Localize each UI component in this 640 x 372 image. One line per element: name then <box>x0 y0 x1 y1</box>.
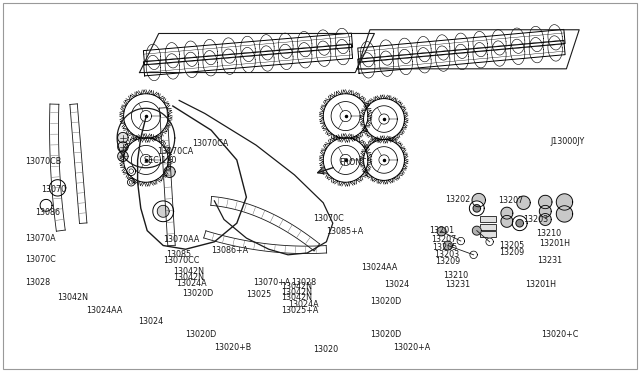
Text: 13020D: 13020D <box>370 330 401 339</box>
Polygon shape <box>501 215 513 227</box>
Text: 13209: 13209 <box>499 248 524 257</box>
Bar <box>479 217 495 222</box>
Polygon shape <box>556 194 573 210</box>
Polygon shape <box>444 241 452 250</box>
Text: 13210: 13210 <box>444 271 468 280</box>
Text: 13020+C: 13020+C <box>541 330 578 339</box>
Polygon shape <box>129 180 133 184</box>
Text: 13070CB: 13070CB <box>26 157 62 166</box>
Text: 13020D: 13020D <box>182 289 214 298</box>
Polygon shape <box>540 214 551 225</box>
Text: 13070CA: 13070CA <box>157 147 193 156</box>
Text: 13070AA: 13070AA <box>163 235 200 244</box>
Text: 13024A: 13024A <box>288 300 319 309</box>
Polygon shape <box>157 205 169 217</box>
Text: 13202: 13202 <box>445 195 470 204</box>
Text: 13024: 13024 <box>138 317 163 326</box>
Text: 13231: 13231 <box>445 280 470 289</box>
Text: 13042N: 13042N <box>58 293 88 302</box>
Text: FRONT: FRONT <box>339 158 366 167</box>
Text: 13203: 13203 <box>434 250 459 259</box>
Polygon shape <box>539 195 552 209</box>
Polygon shape <box>516 219 524 227</box>
Text: 13028: 13028 <box>26 278 51 287</box>
Bar <box>479 231 495 237</box>
Text: 13025: 13025 <box>246 290 271 299</box>
Text: SEC.120: SEC.120 <box>144 156 177 165</box>
Polygon shape <box>517 196 530 209</box>
Text: 13025+A: 13025+A <box>282 306 319 315</box>
Polygon shape <box>501 207 513 219</box>
Polygon shape <box>127 179 135 186</box>
Polygon shape <box>472 193 485 207</box>
Polygon shape <box>437 227 446 236</box>
Text: 13205: 13205 <box>499 241 524 250</box>
Text: 13201H: 13201H <box>539 239 570 248</box>
Text: 13231: 13231 <box>538 256 563 265</box>
Text: 13205: 13205 <box>432 243 457 251</box>
Text: 13207: 13207 <box>431 235 456 244</box>
Text: 13086: 13086 <box>35 208 60 217</box>
Text: 13024: 13024 <box>384 280 409 289</box>
Polygon shape <box>40 199 52 211</box>
Text: 13024AA: 13024AA <box>86 306 123 315</box>
Text: 13028: 13028 <box>291 278 316 287</box>
Text: 13210: 13210 <box>536 229 561 238</box>
Polygon shape <box>49 180 66 196</box>
Text: 13020+A: 13020+A <box>394 343 431 352</box>
Polygon shape <box>153 201 173 222</box>
Polygon shape <box>556 206 573 222</box>
Text: 13070CC: 13070CC <box>163 256 200 265</box>
Text: 13086+A: 13086+A <box>211 246 248 255</box>
Text: 13070C: 13070C <box>26 255 56 264</box>
Polygon shape <box>540 205 551 217</box>
Text: 13042N: 13042N <box>173 267 204 276</box>
Text: 13024A: 13024A <box>176 279 207 288</box>
Text: 13042N: 13042N <box>282 282 312 291</box>
Polygon shape <box>129 169 133 173</box>
Text: 13203: 13203 <box>524 215 548 224</box>
Bar <box>479 224 495 230</box>
Polygon shape <box>469 201 484 216</box>
Polygon shape <box>164 166 175 177</box>
Polygon shape <box>472 226 481 235</box>
Text: 13020D: 13020D <box>186 330 217 339</box>
Polygon shape <box>486 238 493 246</box>
Text: 13020: 13020 <box>314 345 339 354</box>
Text: 13042N: 13042N <box>282 288 312 296</box>
Polygon shape <box>118 142 128 152</box>
Text: 13201: 13201 <box>429 226 454 235</box>
Text: 13042N: 13042N <box>173 273 204 282</box>
Text: 13209: 13209 <box>435 257 460 266</box>
Polygon shape <box>118 151 128 161</box>
Text: 13042N: 13042N <box>282 294 312 302</box>
Text: 13024AA: 13024AA <box>362 263 398 272</box>
Text: 13085: 13085 <box>166 250 191 259</box>
Text: 13085+A: 13085+A <box>326 227 364 236</box>
Polygon shape <box>470 251 477 259</box>
Polygon shape <box>512 216 527 231</box>
Polygon shape <box>457 237 465 245</box>
Text: 13070A: 13070A <box>26 234 56 243</box>
Polygon shape <box>473 205 481 212</box>
Text: 13020D: 13020D <box>370 297 401 306</box>
Text: 13070CA: 13070CA <box>192 139 228 148</box>
Polygon shape <box>127 167 136 176</box>
Text: 13070+A: 13070+A <box>253 278 290 287</box>
Polygon shape <box>118 132 128 143</box>
Text: 13070C: 13070C <box>314 214 344 223</box>
Text: J13000JY: J13000JY <box>550 137 585 146</box>
Text: 13207: 13207 <box>498 196 523 205</box>
Text: 13020+B: 13020+B <box>214 343 252 352</box>
Text: 13070: 13070 <box>42 185 67 194</box>
Text: 13201H: 13201H <box>525 280 556 289</box>
